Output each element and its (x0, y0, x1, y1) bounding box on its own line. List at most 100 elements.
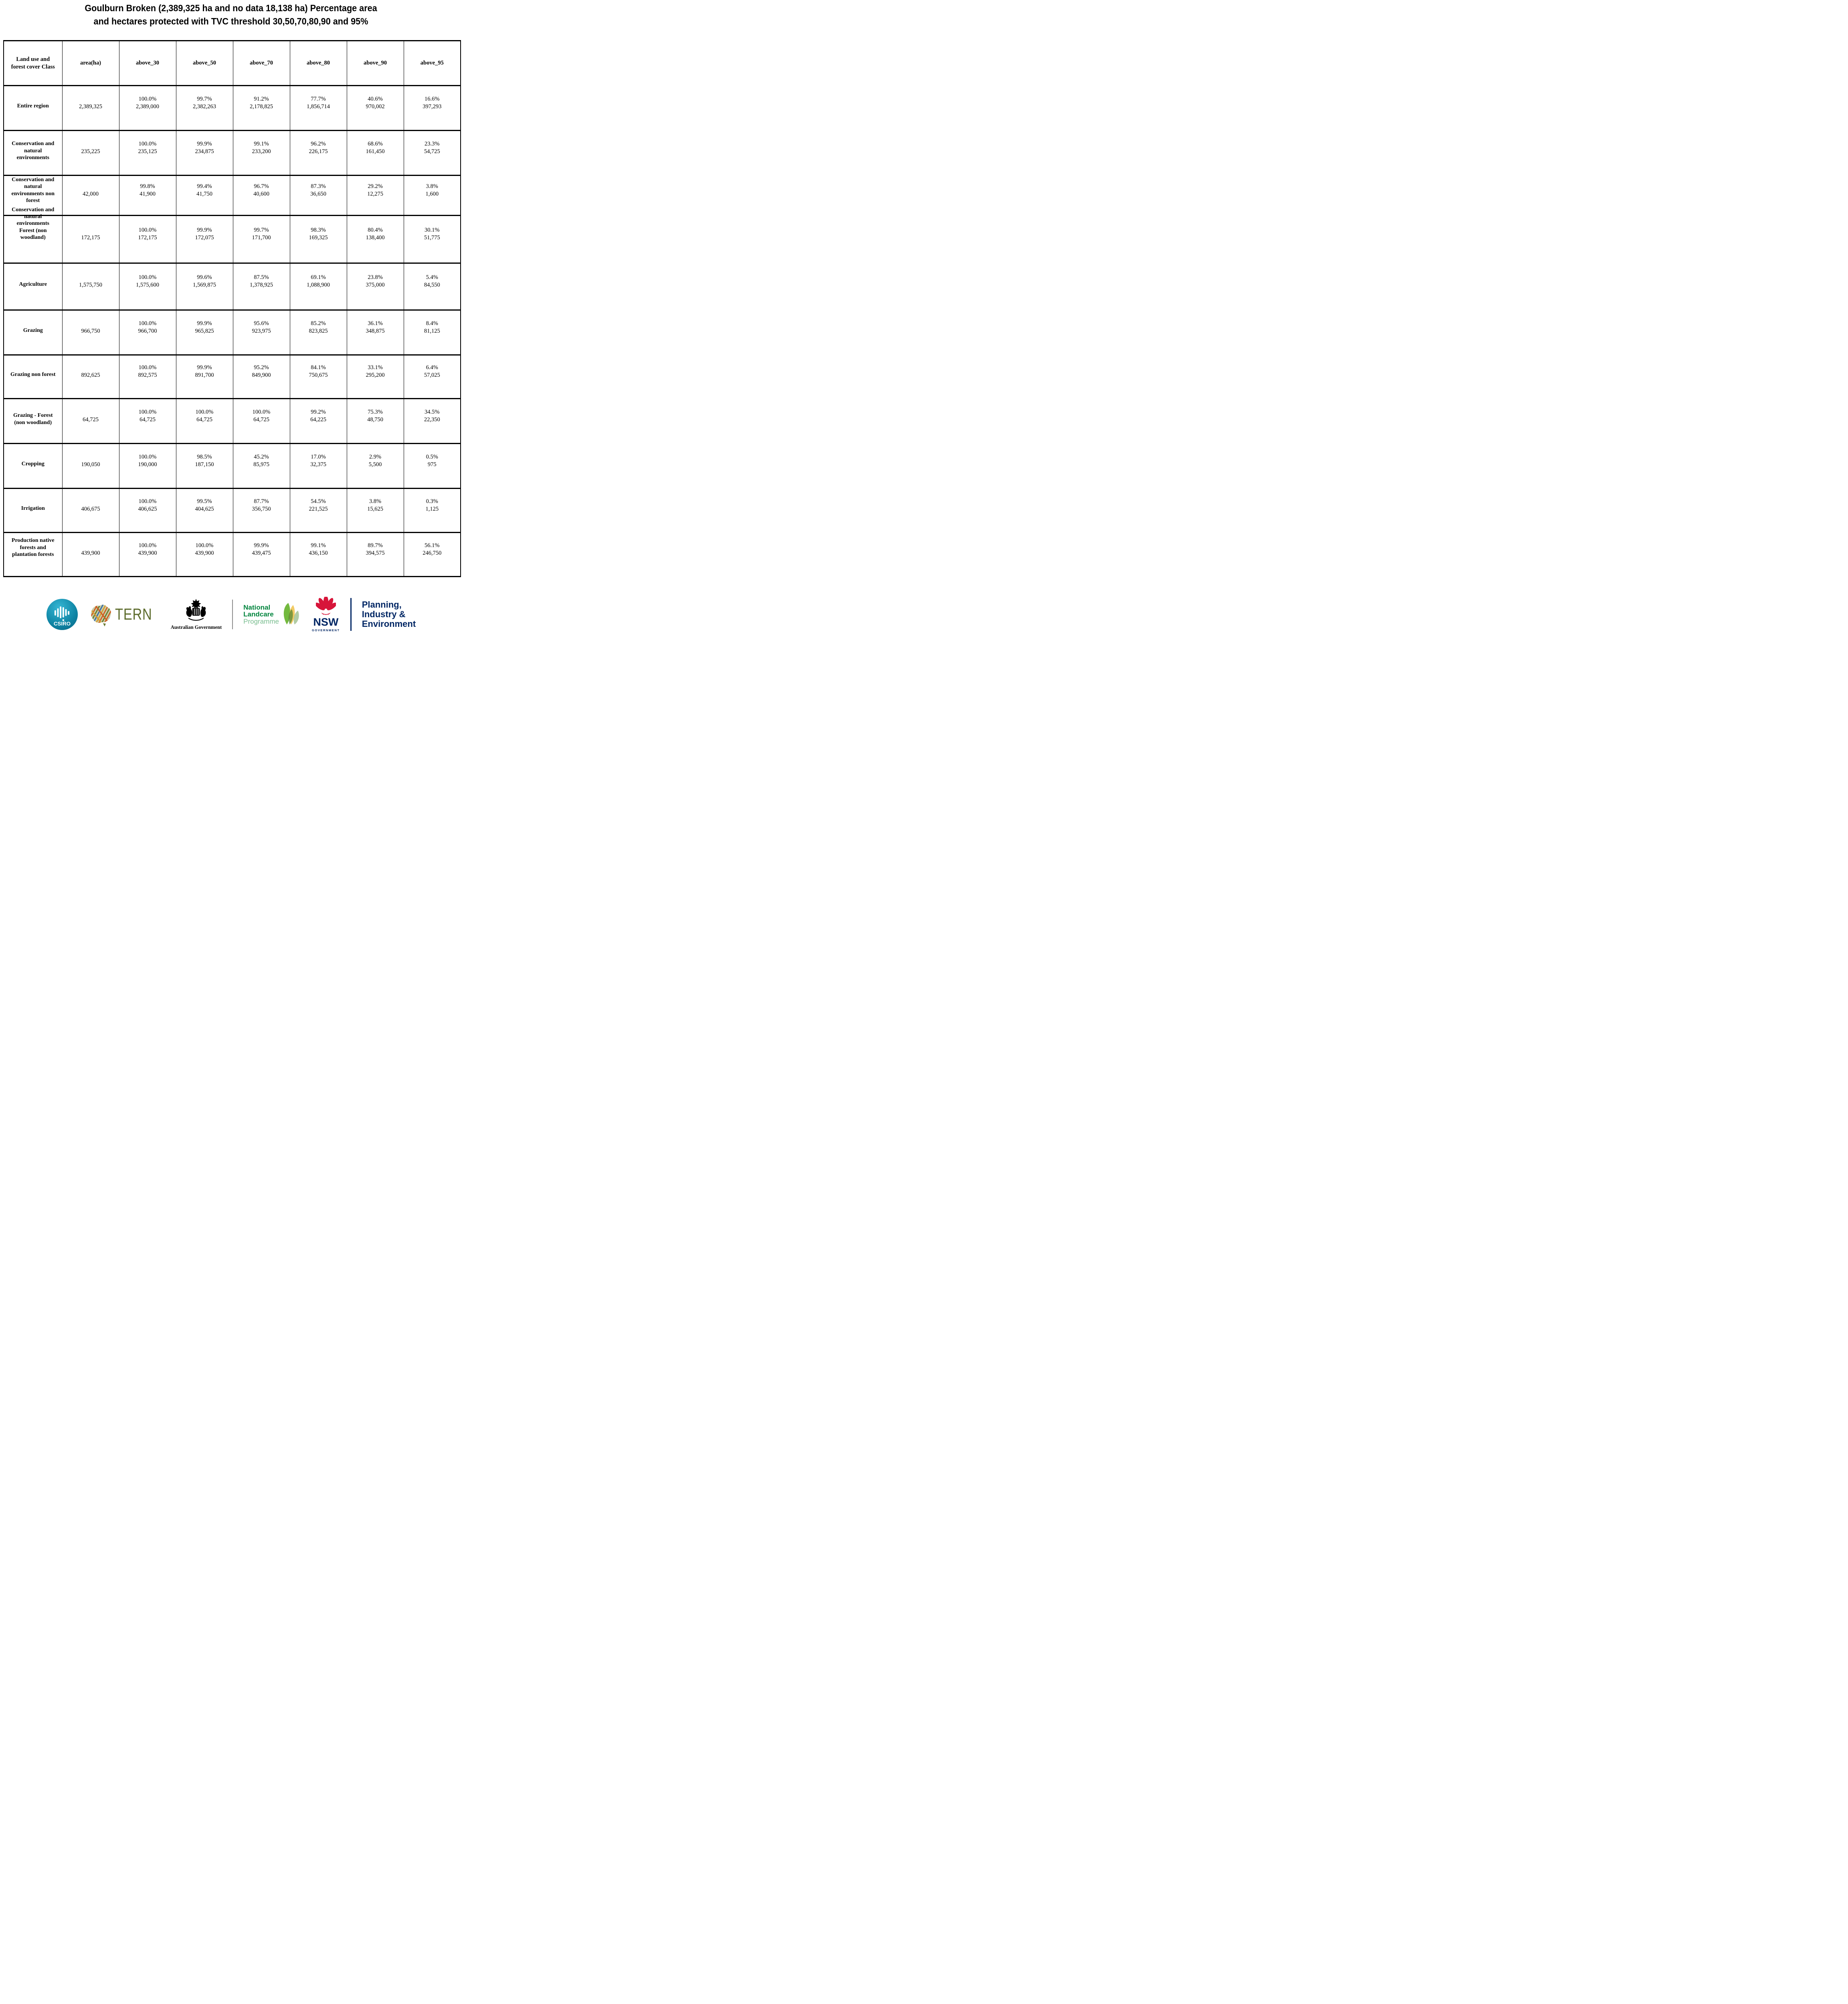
landcare-line-2: Landcare (243, 610, 274, 618)
percent-value: 100.0% (138, 542, 157, 549)
hectares-value: 397,293 (423, 103, 442, 110)
table-row: Production native forests and plantation… (3, 532, 461, 577)
csiro-logo: CSIRO (46, 598, 78, 630)
area-value: 42,000 (83, 190, 99, 197)
hectares-value: 5,500 (368, 461, 382, 468)
cell-above_50: 99.9% 891,700 (176, 354, 233, 399)
tern-australia-icon (91, 604, 111, 626)
cell-above_80: 98.3% 169,325 (289, 215, 347, 264)
percent-value: 100.0% (138, 320, 157, 327)
hectares-value: 234,875 (195, 148, 214, 155)
area-cell: 42,000 (62, 175, 119, 216)
row-label: Agriculture (19, 281, 47, 288)
cell-above_95: 23.3% 54,725 (403, 130, 461, 176)
percent-value: 5.4% (426, 274, 438, 281)
cell-above_90: 68.6% 161,450 (346, 130, 404, 176)
cell-above_80: 87.3% 36,650 (289, 175, 347, 216)
row-label-cell: Conservation and natural environments Fo… (3, 207, 63, 264)
percent-value: 80.4% (368, 227, 383, 233)
area-cell: 966,750 (62, 309, 119, 356)
percent-value: 99.2% (311, 408, 326, 415)
percent-value: 99.1% (254, 140, 269, 147)
hectares-value: 138,400 (366, 234, 385, 241)
hectares-value: 923,975 (252, 327, 271, 334)
row-label-cell: Conservation and natural environments no… (3, 175, 63, 216)
hectares-value: 295,200 (366, 372, 385, 378)
area-value: 966,750 (81, 327, 100, 334)
area-cell: 235,225 (62, 130, 119, 176)
coat-of-arms-icon (186, 598, 206, 621)
percent-value: 99.6% (197, 274, 212, 281)
cell-above_95: 3.8% 1,600 (403, 175, 461, 216)
tern-wordmark: TERN (115, 605, 152, 623)
cell-above_70: 96.7% 40,600 (233, 175, 290, 216)
table-row: Agriculture 1,575,750 100.0% 1,575,600 99.6%… (3, 263, 461, 311)
cell-above_50: 99.9% 172,075 (176, 215, 233, 264)
hectares-value: 1,569,875 (193, 282, 216, 288)
hectares-value: 1,378,925 (250, 282, 273, 288)
landcare-leaves-icon (283, 603, 299, 625)
landcare-line-3: Programme (243, 617, 279, 625)
hectares-value: 823,825 (309, 327, 328, 334)
row-label-cell: Agriculture (3, 263, 63, 311)
area-cell: 406,675 (62, 488, 119, 533)
agency-line-2: Industry & (362, 609, 406, 619)
row-label: Conservation and natural environments no… (11, 176, 55, 204)
australian-government-label: Australian Government (170, 624, 222, 630)
percent-value: 34.5% (425, 408, 440, 415)
row-label: Grazing (23, 327, 43, 333)
hectares-value: 64,725 (253, 416, 269, 423)
cell-above_30: 100.0% 172,175 (119, 215, 176, 264)
hectares-value: 406,625 (138, 505, 157, 512)
hectares-value: 57,025 (424, 372, 440, 378)
area-value: 892,625 (81, 372, 100, 378)
percent-value: 99.9% (197, 140, 212, 147)
area-cell: 1,575,750 (62, 263, 119, 311)
table-row: Grazing non forest 892,625 100.0% 892,575 99… (3, 354, 461, 399)
planning-industry-environment-wordmark: Planning, Industry & Environment (362, 600, 416, 629)
hectares-value: 169,325 (309, 234, 328, 241)
percent-value: 87.5% (254, 274, 269, 281)
cell-above_30: 100.0% 966,700 (119, 309, 176, 356)
hectares-value: 190,000 (138, 461, 157, 468)
cell-above_70: 99.7% 171,700 (233, 215, 290, 264)
percent-value: 99.8% (140, 183, 155, 190)
hectares-value: 64,225 (310, 416, 326, 423)
table-row: Conservation and natural environments no… (3, 175, 461, 216)
hectares-value: 235,125 (138, 148, 157, 155)
cell-above_70: 45.2% 85,975 (233, 443, 290, 489)
hectares-value: 233,200 (252, 148, 271, 155)
cell-above_95: 56.1% 246,750 (403, 532, 461, 577)
hectares-value: 404,625 (195, 505, 214, 512)
percent-value: 16.6% (425, 95, 440, 102)
percent-value: 0.3% (426, 498, 438, 505)
percent-value: 3.8% (426, 183, 438, 190)
percent-value: 87.7% (254, 498, 269, 505)
cell-above_80: 99.1% 436,150 (289, 532, 347, 577)
cell-above_95: 34.5% 22,350 (403, 398, 461, 444)
column-header-above_70: above_70 (233, 40, 290, 86)
percent-value: 99.4% (197, 183, 212, 190)
percent-value: 84.1% (311, 364, 326, 371)
row-label-cell: Grazing non forest (3, 354, 63, 399)
hectares-value: 41,750 (196, 190, 212, 197)
row-label-cell: Grazing (3, 309, 63, 356)
cell-above_80: 69.1% 1,088,900 (289, 263, 347, 311)
cell-above_90: 23.8% 375,000 (346, 263, 404, 311)
cell-above_80: 85.2% 823,825 (289, 309, 347, 356)
cell-above_70: 87.5% 1,378,925 (233, 263, 290, 311)
percent-value: 36.1% (368, 320, 383, 327)
hectares-value: 36,650 (310, 190, 326, 197)
percent-value: 68.6% (368, 140, 383, 147)
percent-value: 56.1% (425, 542, 440, 549)
cell-above_80: 17.0% 32,375 (289, 443, 347, 489)
area-value: 439,900 (81, 549, 100, 556)
percent-value: 30.1% (425, 227, 440, 233)
cell-above_95: 6.4% 57,025 (403, 354, 461, 399)
hectares-value: 54,725 (424, 148, 440, 155)
hectares-value: 348,875 (366, 327, 385, 334)
csiro-sunburst-icon: CSIRO (46, 598, 78, 630)
percent-value: 85.2% (311, 320, 326, 327)
hectares-value: 891,700 (195, 372, 214, 378)
percent-value: 100.0% (138, 227, 157, 233)
